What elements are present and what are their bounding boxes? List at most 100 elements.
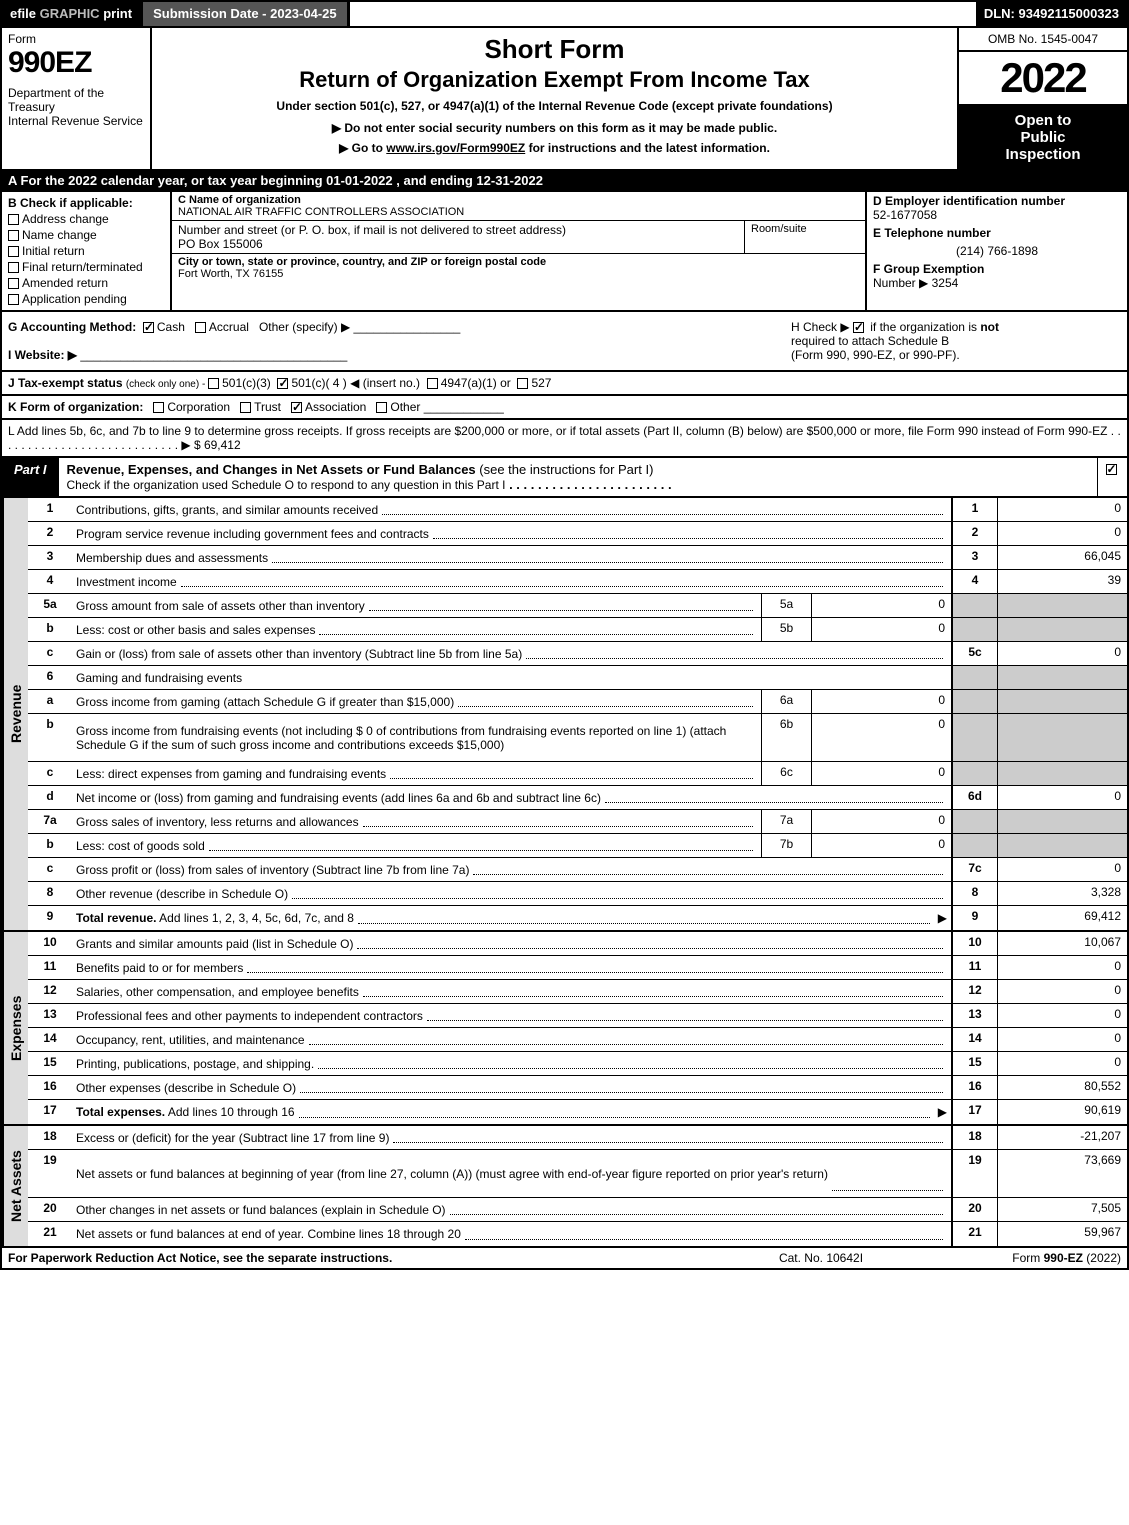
irs-link[interactable]: www.irs.gov/Form990EZ — [386, 141, 525, 155]
chk-name-change[interactable]: Name change — [8, 228, 164, 242]
row-l-gross-receipts: L Add lines 5b, 6c, and 7b to line 9 to … — [0, 420, 1129, 458]
table-row: 13Professional fees and other payments t… — [28, 1004, 1127, 1028]
part-i-checkbox-cell — [1097, 458, 1127, 496]
city-v: Fort Worth, TX 76155 — [178, 268, 859, 280]
chk-schedule-o-part-i[interactable] — [1106, 464, 1117, 475]
right-number: 13 — [951, 1004, 997, 1027]
subline-value: 0 — [811, 714, 951, 761]
chk-schedule-b[interactable] — [853, 322, 864, 333]
table-row: 17Total expenses. Add lines 10 through 1… — [28, 1100, 1127, 1124]
amount: 90,619 — [997, 1100, 1127, 1124]
chk-accrual[interactable] — [195, 322, 206, 333]
lbl-cash: Cash — [157, 320, 185, 334]
table-row: cLess: direct expenses from gaming and f… — [28, 762, 1127, 786]
table-row: bGross income from fundraising events (n… — [28, 714, 1127, 762]
right-number: 6d — [951, 786, 997, 809]
line-description: Net assets or fund balances at beginning… — [72, 1150, 951, 1197]
efile-prefix: efile — [10, 6, 40, 21]
table-row: 20Other changes in net assets or fund ba… — [28, 1198, 1127, 1222]
dept-treasury: Department of the Treasury — [8, 86, 144, 114]
chk-initial-return[interactable]: Initial return — [8, 244, 164, 258]
right-number: 8 — [951, 882, 997, 905]
line-number: 3 — [28, 546, 72, 569]
amount-grey — [997, 834, 1127, 857]
h-post3: (Form 990, 990-EZ, or 990-PF). — [791, 348, 960, 362]
efile-label[interactable]: efile GRAPHIC print — [2, 2, 140, 26]
chk-cash[interactable] — [143, 322, 154, 333]
row-gh: G Accounting Method: Cash Accrual Other … — [0, 312, 1129, 372]
submission-date-box: Submission Date - 2023-04-25 — [140, 2, 350, 26]
net-assets-table: Net Assets 18Excess or (deficit) for the… — [0, 1126, 1129, 1248]
chk-address-change[interactable]: Address change — [8, 212, 164, 226]
side-label-expenses: Expenses — [2, 932, 28, 1124]
side-label-revenue: Revenue — [2, 498, 28, 930]
right-number: 14 — [951, 1028, 997, 1051]
chk-trust[interactable] — [240, 402, 251, 413]
line-number: 17 — [28, 1100, 72, 1124]
rowA-begin: 01-01-2022 — [326, 173, 393, 188]
dln-value: 93492115000323 — [1018, 6, 1119, 21]
line-description: Net assets or fund balances at end of ye… — [72, 1222, 951, 1246]
chk-other-org[interactable] — [376, 402, 387, 413]
rowA-end: 12-31-2022 — [476, 173, 543, 188]
table-row: 12Salaries, other compensation, and empl… — [28, 980, 1127, 1004]
line-description: Occupancy, rent, utilities, and maintena… — [72, 1028, 951, 1051]
line-number: b — [28, 714, 72, 761]
right-number: 5c — [951, 642, 997, 665]
right-number: 1 — [951, 498, 997, 521]
table-row: 14Occupancy, rent, utilities, and mainte… — [28, 1028, 1127, 1052]
tel-h: E Telephone number — [873, 226, 1121, 240]
chk-amended-return-label: Amended return — [22, 276, 108, 290]
chk-501c3[interactable] — [208, 378, 219, 389]
subline-number: 5b — [761, 618, 811, 641]
chk-application-pending[interactable]: Application pending — [8, 292, 164, 306]
cell-room: Room/suite — [745, 221, 865, 253]
efile-print: print — [103, 6, 132, 21]
line-number: a — [28, 690, 72, 713]
table-row: 7aGross sales of inventory, less returns… — [28, 810, 1127, 834]
amount: 73,669 — [997, 1150, 1127, 1197]
line-number: 21 — [28, 1222, 72, 1246]
line-number: 13 — [28, 1004, 72, 1027]
chk-527[interactable] — [517, 378, 528, 389]
i-label: I Website: ▶ — [8, 348, 77, 362]
rowA-pre: A For the 2022 calendar year, or tax yea… — [8, 173, 326, 188]
g-label: G Accounting Method: — [8, 320, 136, 334]
expenses-table: Expenses 10Grants and similar amounts pa… — [0, 932, 1129, 1126]
line-description: Less: cost of goods sold — [72, 834, 761, 857]
line-description: Net income or (loss) from gaming and fun… — [72, 786, 951, 809]
dept-irs: Internal Revenue Service — [8, 114, 144, 128]
chk-address-change-label: Address change — [22, 212, 109, 226]
row-a-tax-year: A For the 2022 calendar year, or tax yea… — [0, 171, 1129, 192]
line-description: Salaries, other compensation, and employ… — [72, 980, 951, 1003]
line-description: Other revenue (describe in Schedule O) — [72, 882, 951, 905]
footer-paperwork: For Paperwork Reduction Act Notice, see … — [8, 1251, 721, 1265]
form-header: Form 990EZ Department of the Treasury In… — [0, 28, 1129, 171]
line-number: 2 — [28, 522, 72, 545]
table-row: 5aGross amount from sale of assets other… — [28, 594, 1127, 618]
page-footer: For Paperwork Reduction Act Notice, see … — [0, 1248, 1129, 1270]
right-number: 12 — [951, 980, 997, 1003]
chk-final-return[interactable]: Final return/terminated — [8, 260, 164, 274]
chk-501c[interactable] — [277, 378, 288, 389]
line-number: c — [28, 642, 72, 665]
chk-4947[interactable] — [427, 378, 438, 389]
line-number: 9 — [28, 906, 72, 930]
line-number: 6 — [28, 666, 72, 689]
right-number: 20 — [951, 1198, 997, 1221]
table-row: aGross income from gaming (attach Schedu… — [28, 690, 1127, 714]
line-description: Contributions, gifts, grants, and simila… — [72, 498, 951, 521]
h-pre: H Check ▶ — [791, 320, 853, 334]
line-description: Total revenue. Add lines 1, 2, 3, 4, 5c,… — [72, 906, 951, 930]
line-number: c — [28, 858, 72, 881]
inspection-box: Open to Public Inspection — [959, 106, 1127, 169]
chk-amended-return[interactable]: Amended return — [8, 276, 164, 290]
chk-association[interactable] — [291, 402, 302, 413]
line-description: Excess or (deficit) for the year (Subtra… — [72, 1126, 951, 1149]
table-row: dNet income or (loss) from gaming and fu… — [28, 786, 1127, 810]
line-number: 7a — [28, 810, 72, 833]
line-number: 1 — [28, 498, 72, 521]
street-h: Number and street (or P. O. box, if mail… — [178, 223, 738, 237]
right-number-grey — [951, 762, 997, 785]
chk-corporation[interactable] — [153, 402, 164, 413]
